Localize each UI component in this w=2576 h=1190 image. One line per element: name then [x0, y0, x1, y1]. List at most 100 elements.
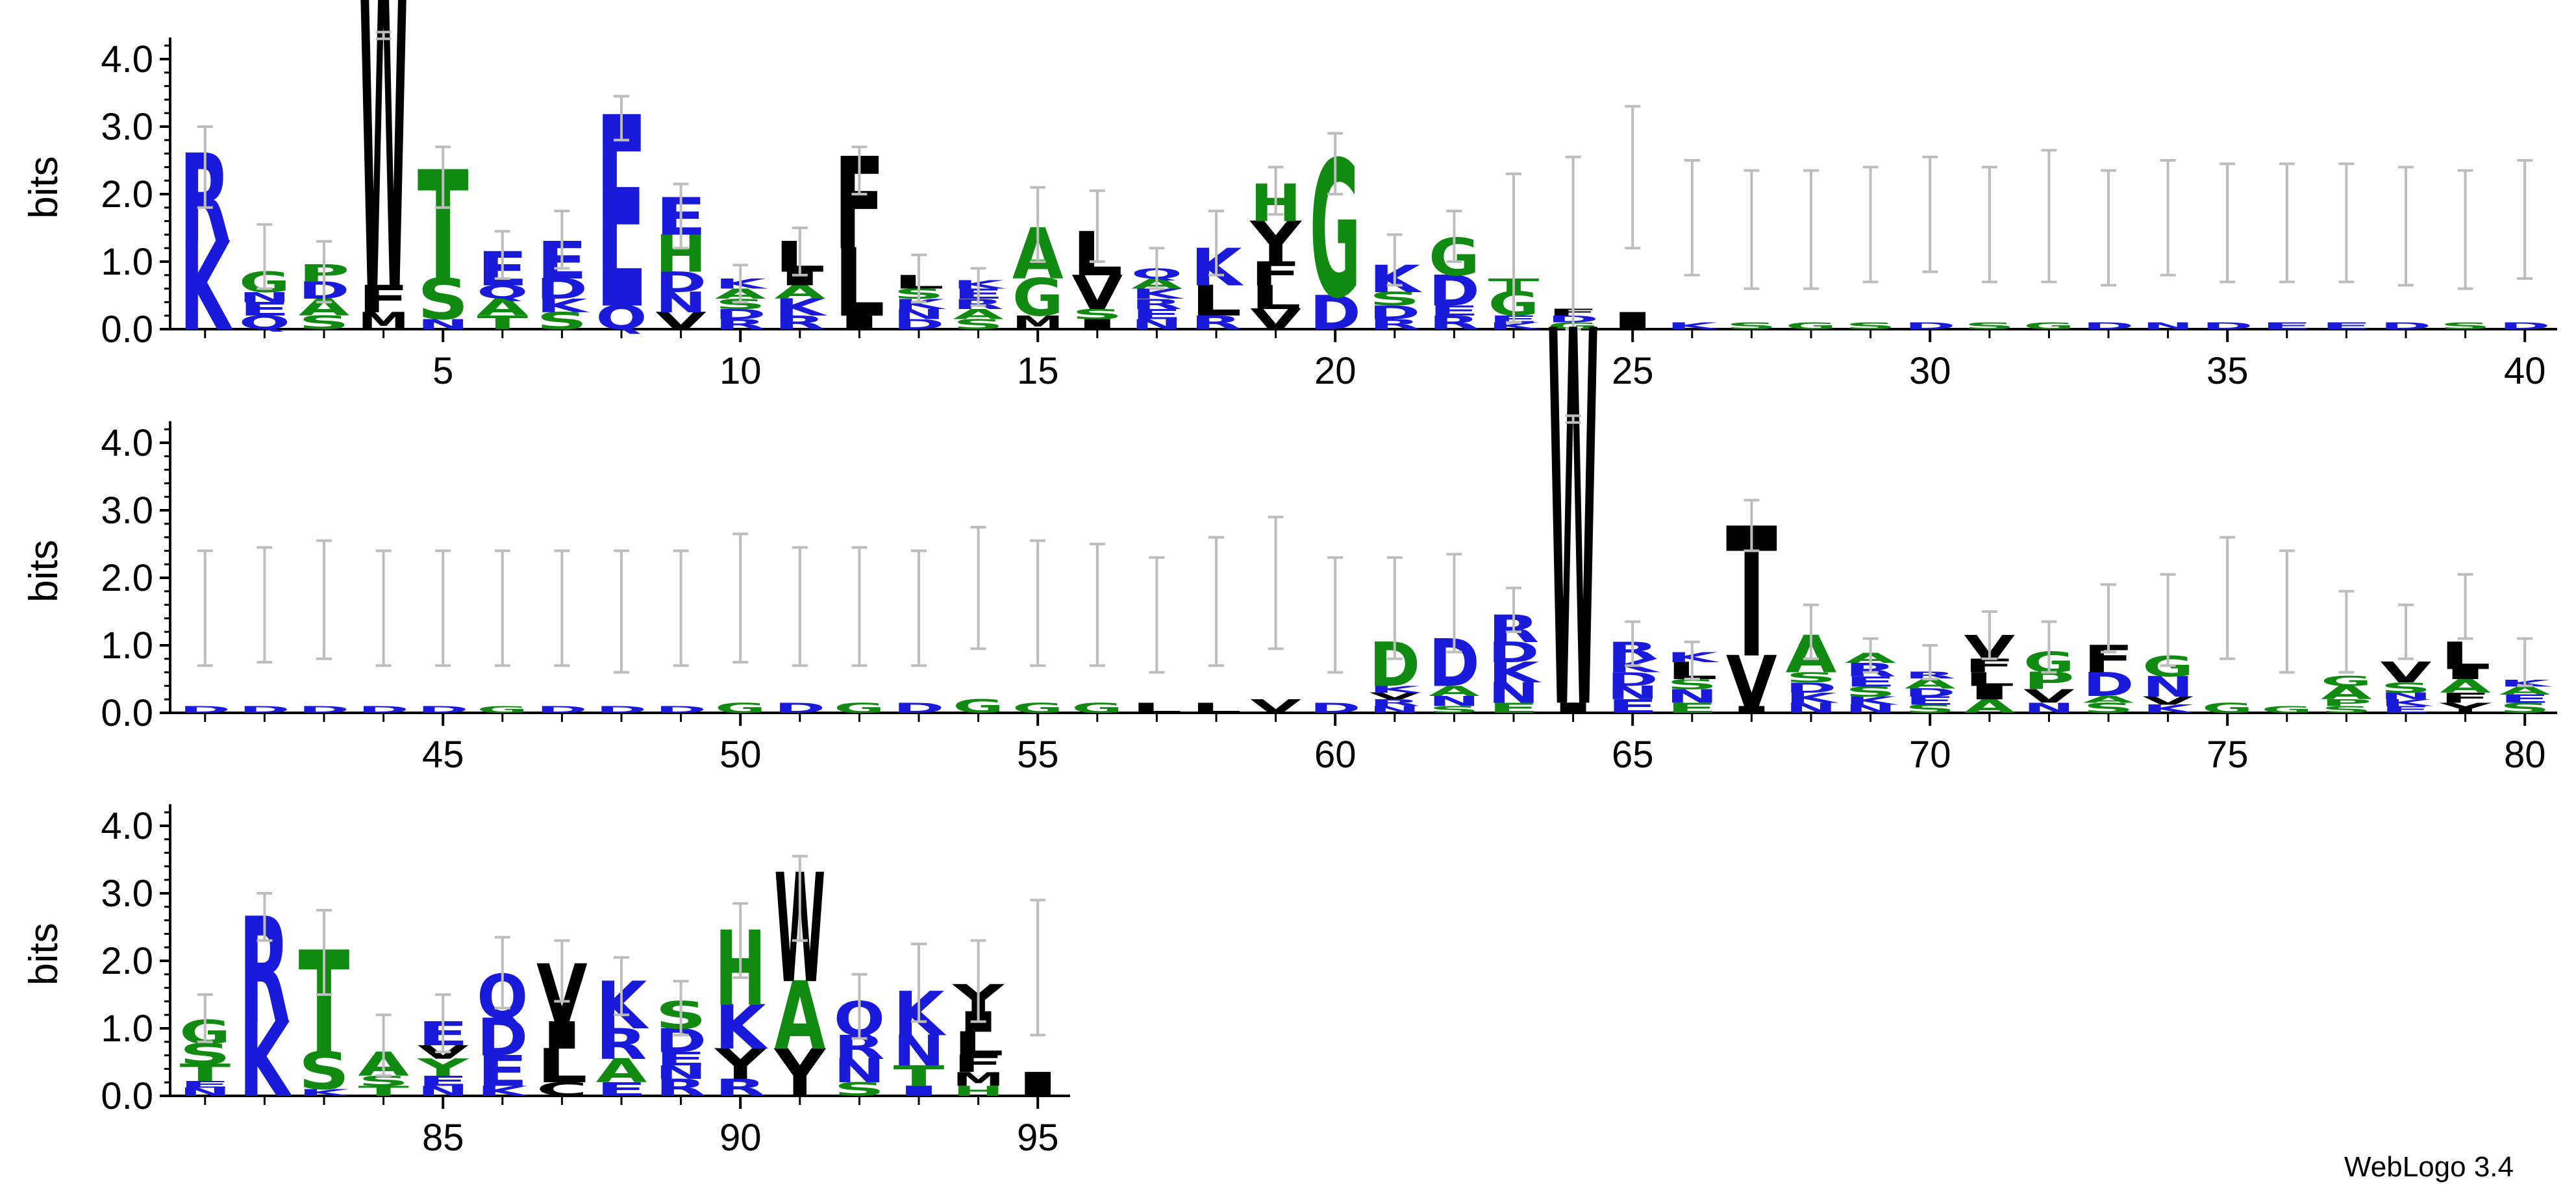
logo-letter-I: I	[894, 1083, 945, 1099]
logo-letter-W: W	[1547, 223, 1599, 824]
logo-letter-T: T	[894, 1060, 945, 1093]
logo-letter-N: N	[2023, 700, 2075, 716]
logo-letter-D: D	[1905, 686, 1956, 699]
logo-letter-Y: Y	[2439, 700, 2493, 716]
logo-letter-A: A	[2440, 676, 2491, 697]
logo-letter-D: D	[1488, 636, 1540, 669]
logo-letter-D: D	[774, 700, 825, 716]
logo-letter-M: M	[358, 307, 409, 334]
logo-letter-E: E	[2261, 321, 2312, 332]
logo-letter-D: D	[1310, 286, 1361, 340]
logo-letter-S: S	[1845, 321, 1896, 332]
logo-letter-S: S	[1071, 306, 1123, 323]
logo-letter-N: N	[1131, 316, 1182, 332]
logo-letter-R: R	[1369, 316, 1420, 332]
logo-letter-N: N	[894, 306, 945, 323]
logo-letter-I: I	[1607, 307, 1658, 334]
logo-letter-D: D	[2202, 321, 2253, 332]
logo-letter-M: M	[1012, 312, 1064, 334]
logo-letter-N: N	[1429, 693, 1480, 710]
x-tick-label: 35	[2207, 350, 2249, 392]
logo-letter-A: A	[1964, 696, 2015, 717]
logo-letter-R: R	[1369, 697, 1420, 708]
x-tick-label: 40	[2504, 350, 2546, 392]
x-tick-label: 75	[2207, 734, 2249, 776]
logo-letter-R: R	[1131, 296, 1182, 312]
x-tick-label: 5	[432, 350, 453, 392]
logo-letter-K: K	[477, 1083, 531, 1099]
logo-letter-Q: Q	[477, 282, 528, 303]
x-tick-label: 25	[1612, 350, 1654, 392]
logo-letter-D: D	[536, 273, 588, 306]
logo-letter-V: V	[1250, 696, 1301, 717]
y-tick-label: 0.0	[101, 692, 153, 734]
x-tick-label: 90	[719, 1117, 762, 1159]
logo-letter-G: G	[477, 704, 528, 715]
logo-letter-K: K	[239, 1001, 292, 1121]
x-tick-label: 80	[2504, 734, 2546, 776]
logo-letter-D: D	[418, 704, 469, 715]
logo-letter-E: E	[2499, 692, 2551, 705]
logo-letter-S: S	[418, 267, 469, 333]
logo-letter-K: K	[2142, 702, 2195, 715]
x-tick-label: 15	[1017, 350, 1059, 392]
logo-letter-L: L	[1250, 279, 1301, 317]
logo-letter-E: E	[1845, 674, 1896, 690]
logo-letter-L: L	[1964, 669, 2015, 690]
logo-letter-I: I	[2440, 666, 2491, 682]
logo-letter-G: G	[953, 696, 1004, 717]
logo-letter-V: V	[1369, 691, 1420, 702]
logo-letter-Q: Q	[596, 299, 647, 337]
logo-letter-D: D	[299, 704, 350, 715]
y-tick-label: 1.0	[101, 1008, 153, 1050]
logo-letter-K: K	[715, 276, 769, 292]
logo-letter-F: F	[953, 1050, 1004, 1078]
logo-letter-K: K	[299, 1087, 353, 1098]
logo-letter-L: L	[953, 1024, 1004, 1063]
logo-letter-R: R	[715, 1074, 766, 1101]
logo-letter-K: K	[894, 978, 947, 1049]
logo-letter-D: D	[536, 704, 588, 715]
logo-letter-S: S	[536, 307, 588, 334]
y-tick-label: 4.0	[101, 38, 153, 81]
y-tick-label: 3.0	[101, 873, 153, 915]
logo-letter-S: S	[2499, 700, 2551, 716]
logo-letter-V: V	[2381, 656, 2432, 689]
x-tick-label: 20	[1314, 350, 1357, 392]
logo-letter-A: A	[477, 294, 528, 321]
logo-letter-D: D	[1786, 680, 1837, 696]
logo-letter-V: V	[1071, 266, 1123, 320]
y-tick-label: 2.0	[101, 557, 153, 599]
logo-letter-L: L	[1191, 277, 1242, 326]
logo-letter-G: G	[2321, 673, 2372, 689]
y-tick-label: 0.0	[101, 308, 153, 351]
logo-letter-K: K	[2381, 697, 2434, 708]
logo-letter-E: E	[1131, 306, 1182, 323]
logo-letter-S: S	[953, 316, 1004, 332]
logo-letter-N: N	[894, 1026, 945, 1076]
logo-letter-R: R	[1429, 312, 1480, 334]
logo-letter-K: K	[1666, 649, 1720, 665]
logo-letter-D: D	[477, 1008, 528, 1068]
logo-letter-S: S	[1429, 704, 1480, 715]
logo-letter-D: D	[596, 704, 647, 715]
weblogo-credit: WebLogo 3.4	[2344, 1151, 2514, 1183]
logo-letter-E: E	[1666, 700, 1718, 716]
logo-letter-L: L	[536, 1039, 588, 1093]
logo-letter-S: S	[2440, 321, 2491, 332]
logo-letter-N: N	[1488, 676, 1540, 710]
logo-letter-I: I	[1726, 704, 1777, 715]
logo-letter-F: F	[1250, 254, 1301, 293]
logo-letter-C: C	[536, 1079, 588, 1100]
logo-letter-I: I	[834, 312, 885, 334]
x-tick-label: 95	[1017, 1117, 1059, 1159]
logo-letter-K: K	[1488, 656, 1542, 689]
logo-letter-K: K	[894, 296, 947, 312]
y-tick-label: 1.0	[101, 625, 153, 667]
logo-letter-S: S	[1369, 288, 1420, 310]
logo-letter-I: I	[1012, 1065, 1064, 1104]
logo-letter-D: D	[655, 266, 707, 299]
logo-letter-D: D	[2499, 321, 2551, 332]
logo-letter-R: R	[715, 316, 766, 332]
